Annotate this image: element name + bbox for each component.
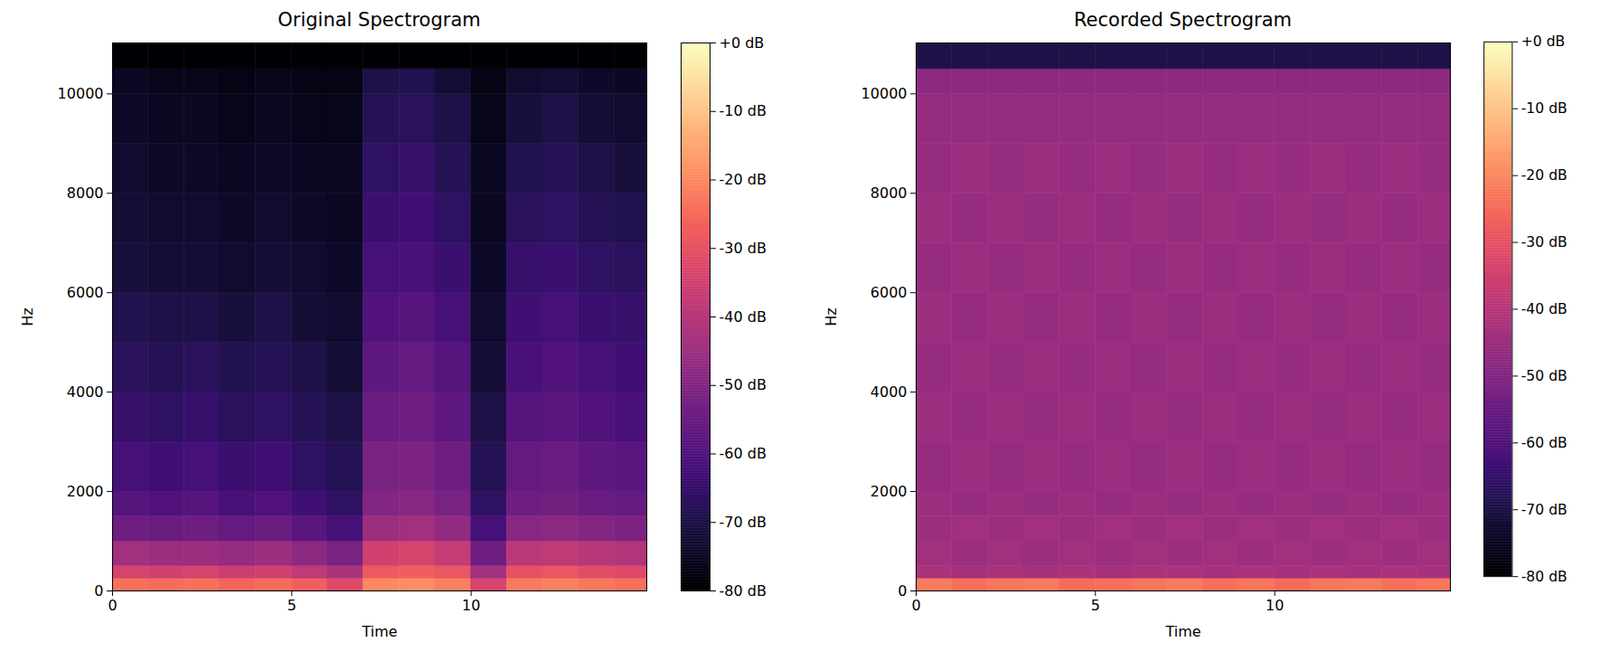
svg-text:+0 dB: +0 dB	[719, 34, 765, 52]
svg-text:5: 5	[287, 596, 297, 614]
html-text:Original Spectrogram: Original Spectrogram	[277, 9, 481, 31]
svg-text:10: 10	[461, 596, 480, 614]
svg-text:8000: 8000	[870, 184, 908, 202]
svg-text:6000: 6000	[870, 283, 908, 302]
svg-text:-70 dB: -70 dB	[1521, 501, 1568, 518]
svg-text:-50 dB: -50 dB	[719, 376, 767, 394]
svg-text:0: 0	[911, 596, 921, 614]
svg-text:-10 dB: -10 dB	[719, 102, 767, 120]
svg-text:5: 5	[1091, 596, 1101, 614]
svg-text:-30 dB: -30 dB	[719, 239, 767, 257]
svg-text:Time: Time	[1164, 622, 1201, 640]
svg-text:2000: 2000	[870, 482, 908, 500]
svg-text:10: 10	[1265, 596, 1284, 614]
svg-text:-80 dB: -80 dB	[719, 582, 767, 600]
svg-text:4000: 4000	[870, 383, 908, 401]
svg-text:-40 dB: -40 dB	[1521, 301, 1568, 318]
svg-text:0: 0	[94, 582, 104, 600]
svg-text:0: 0	[107, 596, 117, 614]
svg-text:-70 dB: -70 dB	[719, 513, 767, 531]
svg-text:-40 dB: -40 dB	[719, 308, 767, 326]
svg-text:Hz: Hz	[822, 307, 840, 326]
svg-text:2000: 2000	[66, 482, 104, 500]
svg-text:+0 dB: +0 dB	[1521, 33, 1566, 50]
svg-text:-50 dB: -50 dB	[1521, 367, 1568, 385]
svg-text:0: 0	[897, 582, 907, 600]
svg-text:-20 dB: -20 dB	[719, 170, 767, 189]
svg-text:-10 dB: -10 dB	[1521, 100, 1568, 117]
html-text:Recorded Spectrogram: Recorded Spectrogram	[1073, 9, 1292, 31]
svg-text:4000: 4000	[66, 383, 104, 401]
svg-text:8000: 8000	[66, 184, 104, 202]
svg-text:6000: 6000	[66, 283, 104, 302]
svg-text:-30 dB: -30 dB	[1521, 234, 1568, 251]
svg-text:Time: Time	[360, 622, 397, 640]
svg-text:-60 dB: -60 dB	[1521, 434, 1568, 452]
svg-text:Hz: Hz	[18, 307, 37, 326]
svg-text:-60 dB: -60 dB	[719, 444, 767, 462]
svg-text:10000: 10000	[57, 84, 104, 103]
svg-text:10000: 10000	[861, 84, 908, 103]
svg-text:-20 dB: -20 dB	[1521, 167, 1568, 184]
svg-text:-80 dB: -80 dB	[1521, 568, 1568, 585]
